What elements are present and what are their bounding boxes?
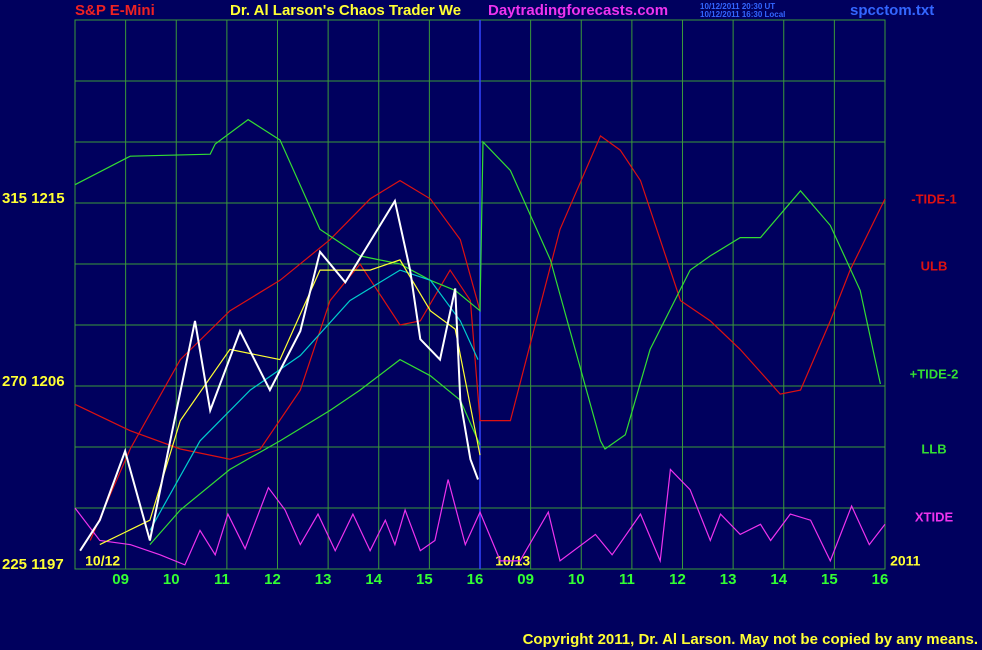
file-name: spcctom.txt — [850, 2, 934, 19]
x-tick-label: 09 — [112, 571, 129, 588]
symbol: S&P E-Mini — [75, 2, 155, 19]
series-line — [74, 134, 886, 460]
series-line — [74, 118, 881, 450]
chart-title: Dr. Al Larson's Chaos Trader We — [230, 2, 461, 19]
x-tick-label: 12 — [669, 571, 686, 588]
time-ut: 10/12/2011 20:30 UT — [700, 2, 775, 11]
time-local: 10/12/2011 16:30 Local — [700, 10, 785, 19]
x-tick-label: 10 — [163, 571, 180, 588]
series-line — [89, 179, 481, 541]
series-line — [79, 198, 479, 552]
x-tick-label: 15 — [821, 571, 838, 588]
series-line — [99, 259, 481, 546]
x-tick-label: 16 — [872, 571, 889, 588]
copyright: Copyright 2011, Dr. Al Larson. May not b… — [523, 631, 978, 648]
y-tick-label: 225 1197 — [2, 556, 64, 573]
x-tick-label: 15 — [416, 571, 433, 588]
annotation: 2011 — [890, 553, 921, 569]
series-label: ULB — [921, 258, 948, 273]
x-tick-label: 11 — [214, 571, 230, 588]
annotation: 10/12 — [85, 553, 120, 569]
series-label: -TIDE-1 — [911, 191, 957, 206]
series-label: XTIDE — [915, 509, 954, 524]
x-tick-label: 16 — [467, 571, 484, 588]
x-tick-label: 13 — [315, 571, 332, 588]
x-tick-label: 14 — [770, 571, 787, 588]
series-label: +TIDE-2 — [910, 366, 959, 381]
series-label: LLB — [921, 441, 946, 456]
x-tick-label: 12 — [264, 571, 281, 588]
series-line — [74, 468, 886, 566]
y-tick-label: 270 1206 — [2, 373, 65, 390]
x-tick-label: 11 — [619, 571, 635, 588]
series-line — [149, 358, 481, 545]
x-tick-label: 13 — [720, 571, 737, 588]
x-tick-label: 10 — [568, 571, 585, 588]
x-tick-label: 14 — [365, 571, 382, 588]
y-tick-label: 315 1215 — [2, 190, 65, 207]
x-tick-label: 09 — [517, 571, 534, 588]
site: Daytradingforecasts.com — [488, 2, 668, 19]
